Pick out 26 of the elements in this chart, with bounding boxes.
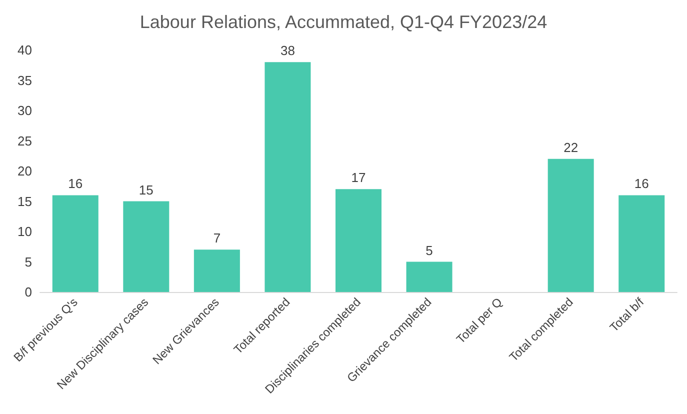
y-tick-label: 5 (24, 254, 32, 270)
y-tick-label: 25 (18, 133, 32, 148)
data-label: 5 (426, 242, 433, 258)
bar (52, 195, 98, 292)
y-tick-label: 0 (24, 284, 32, 300)
bar (123, 201, 170, 292)
data-label: 38 (280, 43, 295, 58)
bar (194, 250, 240, 292)
y-tick-label: 10 (18, 224, 32, 239)
y-tick-label: 15 (18, 194, 32, 209)
y-tick-label: 30 (18, 103, 32, 118)
data-label: 22 (564, 140, 578, 155)
data-label: 15 (138, 182, 154, 198)
data-label: 17 (351, 170, 366, 186)
y-tick-label: 40 (18, 42, 32, 58)
y-tick-label: 35 (18, 72, 32, 88)
chart-title: Labour Relations, Accummated, Q1-Q4 FY2023/24 (140, 12, 548, 32)
data-label: 16 (634, 176, 649, 192)
bar (548, 158, 594, 292)
y-tick-label: 20 (18, 164, 32, 178)
data-label: 7 (213, 230, 221, 246)
bar (618, 195, 665, 292)
bar (406, 262, 452, 292)
data-label: 16 (68, 176, 83, 192)
bar (264, 62, 311, 292)
bar (335, 189, 382, 292)
